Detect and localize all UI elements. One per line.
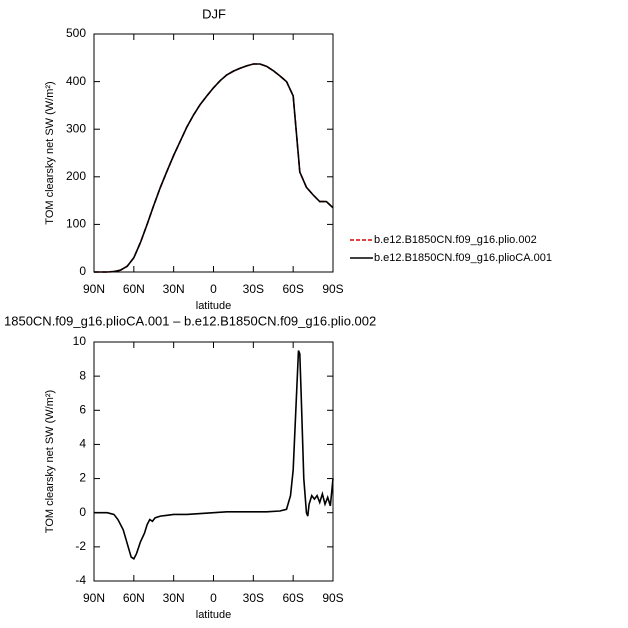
y-tick-label: -2 (75, 539, 86, 553)
plot-frame (93, 341, 334, 582)
x-tick-label: 0 (210, 591, 217, 605)
data-line (94, 63, 334, 273)
y-axis-label: TOM clearsky net SW (W/m²) (44, 390, 56, 533)
x-tick-label: 30N (163, 282, 185, 296)
y-tick-label: 8 (79, 368, 86, 382)
y-tick-label: -4 (75, 573, 86, 587)
legend-label: b.e12.B1850CN.f09_g16.plio.002 (374, 234, 537, 246)
x-tick-label: 0 (210, 282, 217, 296)
y-axis-label: TOM clearsky net SW (W/m²) (44, 81, 56, 224)
legend-label: b.e12.B1850CN.f09_g16.plioCA.001 (374, 252, 552, 264)
y-tick-label: 6 (79, 402, 86, 416)
x-tick-label: 60N (123, 591, 145, 605)
y-tick-label: 4 (79, 437, 86, 451)
chart-title: DJF (202, 6, 226, 21)
y-tick-label: 300 (66, 121, 86, 135)
y-tick-label: 10 (73, 334, 87, 348)
x-tick-label: 30N (163, 591, 185, 605)
x-tick-label: 90N (83, 282, 105, 296)
x-tick-label: 60S (282, 591, 303, 605)
y-tick-label: 0 (79, 505, 86, 519)
x-tick-label: 60N (123, 282, 145, 296)
x-tick-label: 30S (243, 282, 264, 296)
chart-title: 1850CN.f09_g16.plioCA.001 – b.e12.B1850C… (4, 313, 376, 328)
y-tick-label: 100 (66, 217, 86, 231)
data-line (94, 350, 334, 560)
data-line (94, 63, 334, 273)
y-tick-label: 2 (79, 471, 86, 485)
x-tick-label: 90S (322, 591, 343, 605)
y-tick-label: 200 (66, 169, 86, 183)
plot-frame (93, 33, 334, 273)
x-tick-label: 30S (243, 591, 264, 605)
y-tick-label: 400 (66, 74, 86, 88)
x-tick-label: 90N (83, 591, 105, 605)
x-tick-label: 60S (282, 282, 303, 296)
x-axis-label: latitude (196, 300, 231, 312)
x-axis-label: latitude (196, 609, 231, 621)
y-tick-label: 0 (79, 264, 86, 278)
x-tick-label: 90S (322, 282, 343, 296)
y-tick-label: 500 (66, 26, 86, 40)
